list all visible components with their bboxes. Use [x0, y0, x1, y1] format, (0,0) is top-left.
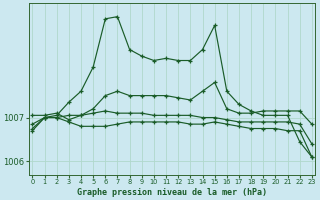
X-axis label: Graphe pression niveau de la mer (hPa): Graphe pression niveau de la mer (hPa) [77, 188, 267, 197]
